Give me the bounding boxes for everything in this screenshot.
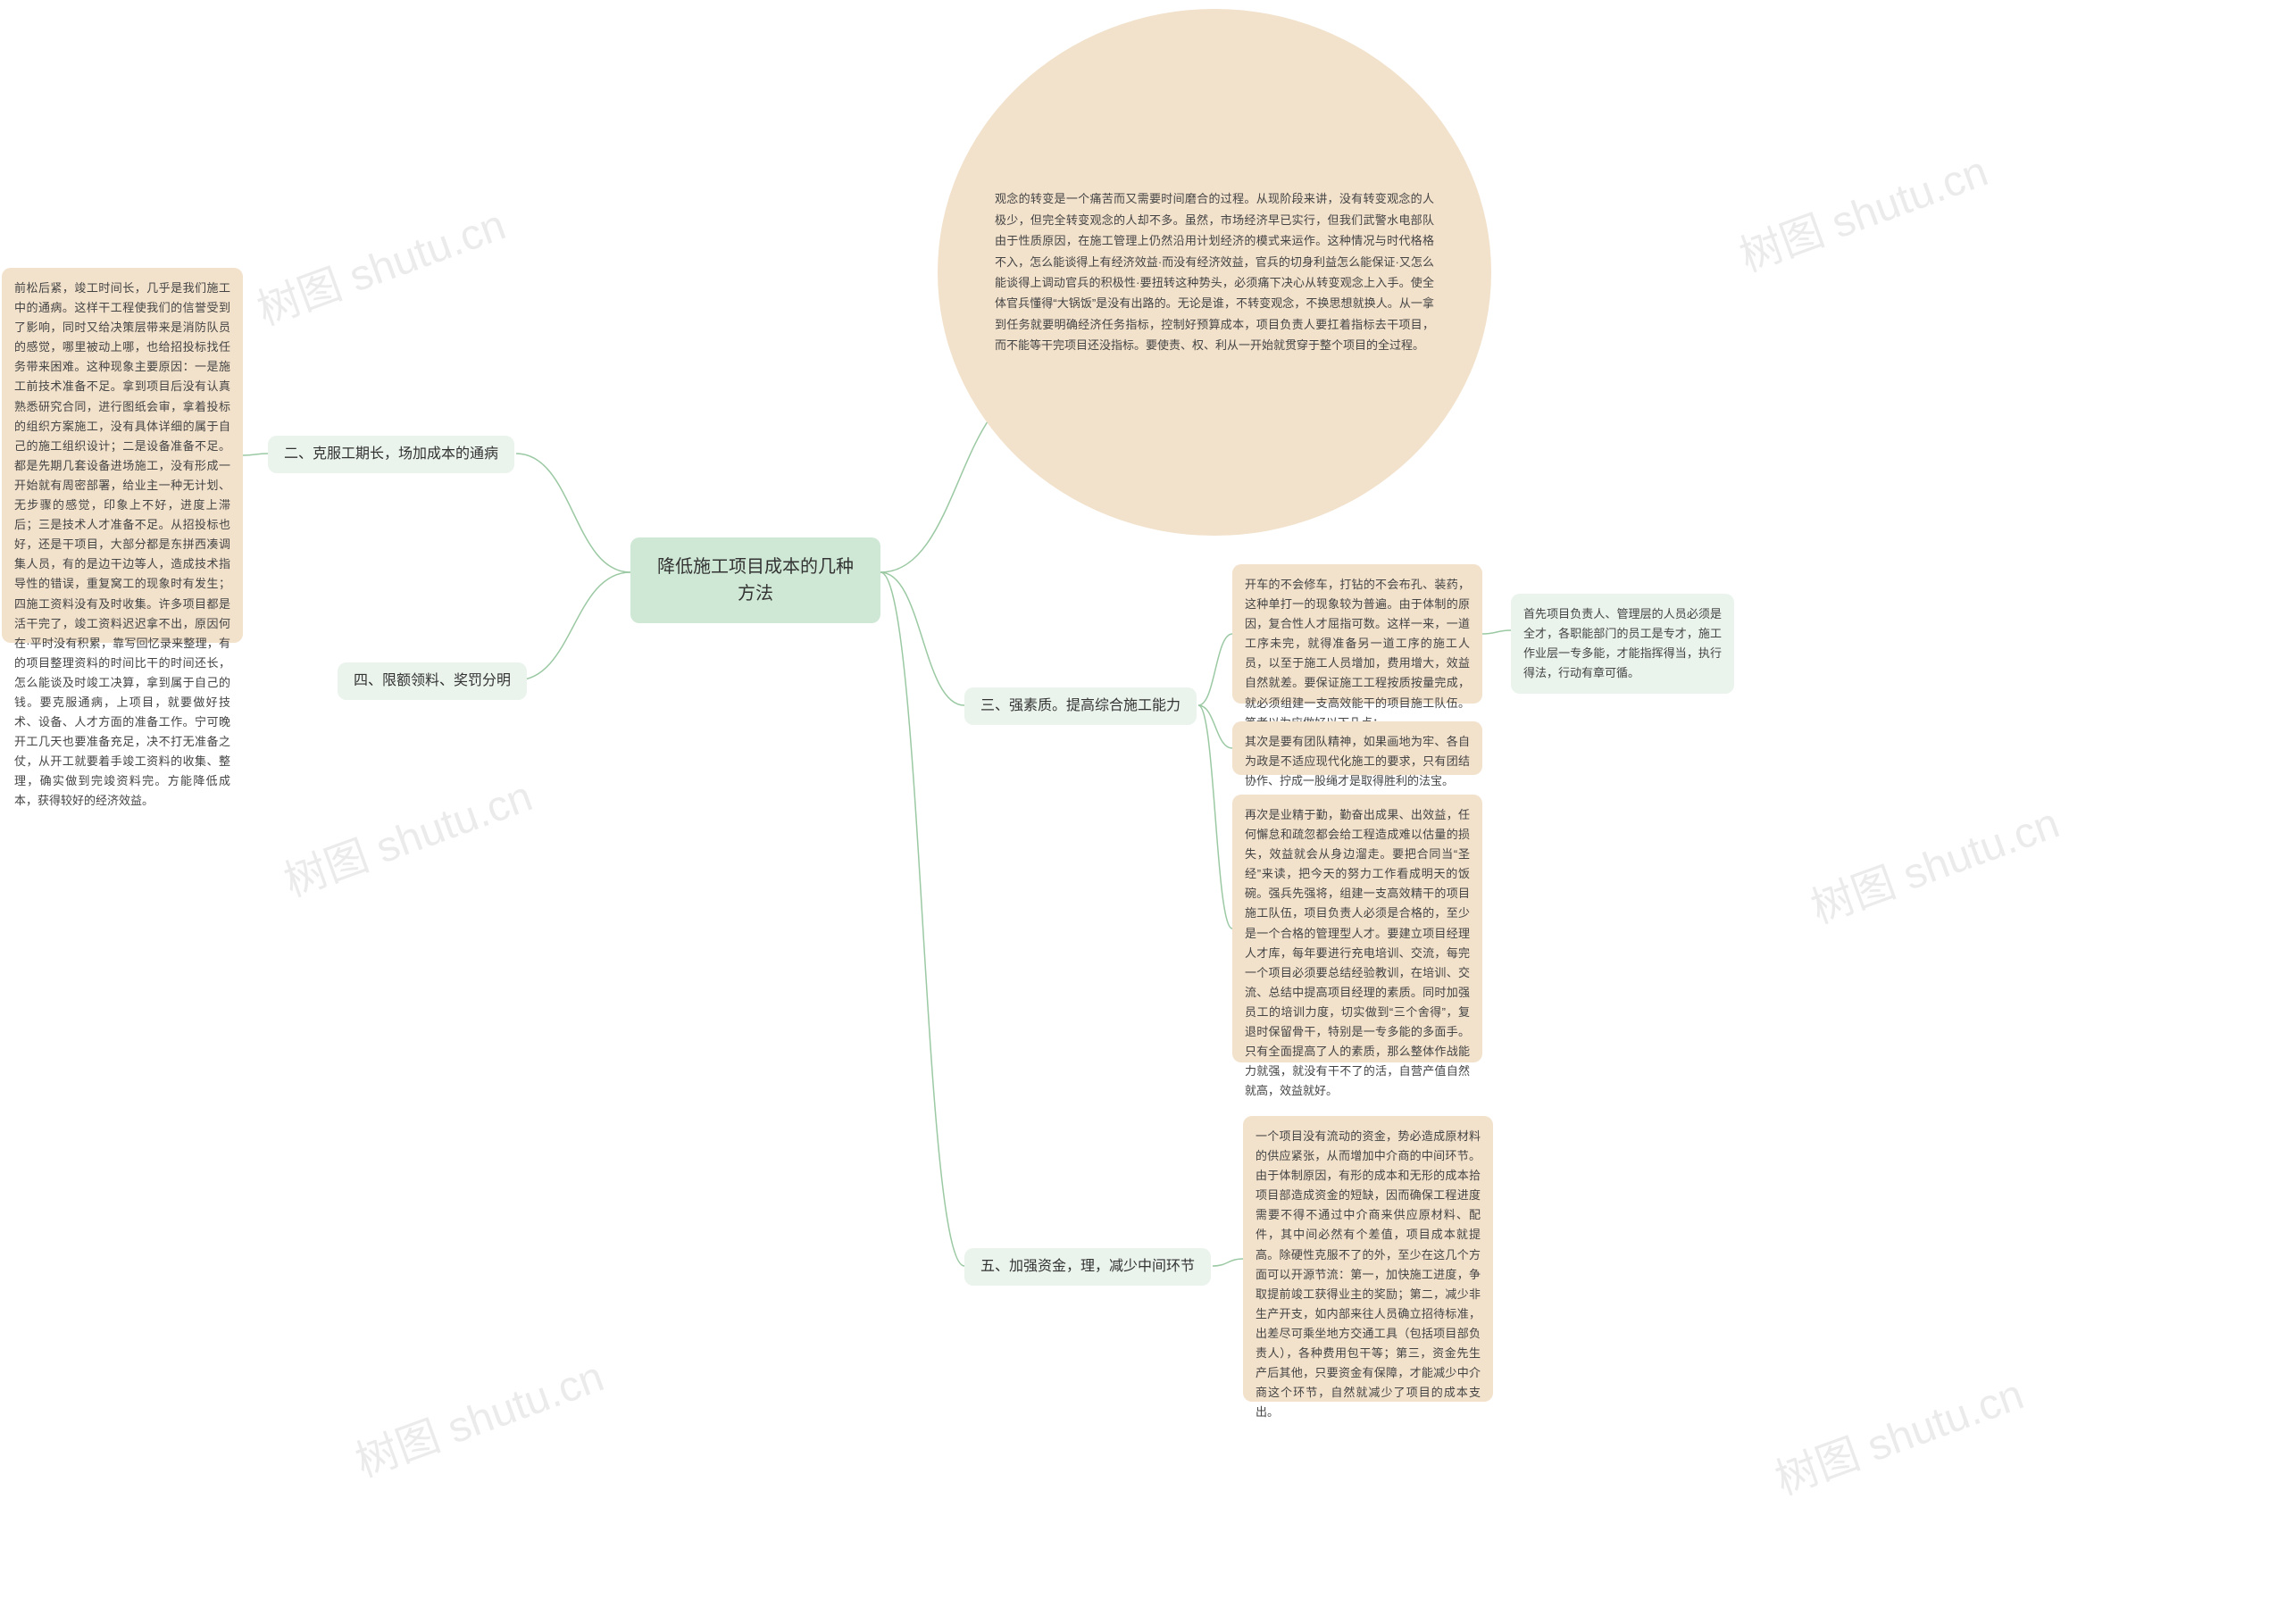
- root-node: 降低施工项目成本的几种方法: [630, 537, 880, 623]
- watermark: 树图 shutu.cn: [1801, 787, 2066, 935]
- branch-b5: 五、加强资金，理，减少中间环节: [964, 1248, 1211, 1286]
- leaf-b3-0-child: 首先项目负责人、管理层的人员必须是全才，各职能部门的员工是专才，施工作业层一专多…: [1511, 594, 1734, 694]
- branch-b4: 四、限额领料、奖罚分明: [338, 662, 527, 700]
- leaf-text: 其次是要有团队精神，如果画地为牢、各自为政是不适应现代化施工的要求，只有团结协作…: [1245, 732, 1470, 791]
- leaf-text: 一个项目没有流动的资金，势必造成原材料的供应紧张，从而增加中介商的中间环节。由于…: [1256, 1127, 1481, 1422]
- branch-b3: 三、强素质。提高综合施工能力: [964, 687, 1197, 725]
- leaf-b2-0: 前松后紧，竣工时间长，几乎是我们施工中的通病。这样干工程使我们的信誉受到了影响，…: [2, 268, 243, 643]
- leaf-text: 前松后紧，竣工时间长，几乎是我们施工中的通病。这样干工程使我们的信誉受到了影响，…: [14, 279, 230, 812]
- leaf-b5-0: 一个项目没有流动的资金，势必造成原材料的供应紧张，从而增加中介商的中间环节。由于…: [1243, 1116, 1493, 1402]
- watermark: 树图 shutu.cn: [247, 189, 513, 337]
- watermark: 树图 shutu.cn: [274, 761, 539, 908]
- leaf-text: 开车的不会修车，打钻的不会布孔、装药，这种单打一的现象较为普遍。由于体制的原因，…: [1245, 575, 1470, 733]
- watermark: 树图 shutu.cn: [1730, 136, 1995, 283]
- watermark: 树图 shutu.cn: [346, 1341, 611, 1488]
- leaf-b3-0: 开车的不会修车，打钻的不会布孔、装药，这种单打一的现象较为普遍。由于体制的原因，…: [1232, 564, 1482, 704]
- watermark: 树图 shutu.cn: [1765, 1359, 2031, 1506]
- branch-b2: 二、克服工期长，场加成本的通病: [268, 436, 514, 473]
- leaf-text: 观念的转变是一个痛苦而又需要时间磨合的过程。从现阶段来讲，没有转变观念的人极少，…: [995, 188, 1434, 355]
- leaf-b3-2: 再次是业精于勤，勤奋出成果、出效益，任何懈怠和疏忽都会给工程造成难以估量的损失，…: [1232, 795, 1482, 1062]
- leaf-b1-0: 观念的转变是一个痛苦而又需要时间磨合的过程。从现阶段来讲，没有转变观念的人极少，…: [938, 9, 1491, 536]
- leaf-b3-1: 其次是要有团队精神，如果画地为牢、各自为政是不适应现代化施工的要求，只有团结协作…: [1232, 721, 1482, 775]
- leaf-text: 再次是业精于勤，勤奋出成果、出效益，任何懈怠和疏忽都会给工程造成难以估量的损失，…: [1245, 805, 1470, 1101]
